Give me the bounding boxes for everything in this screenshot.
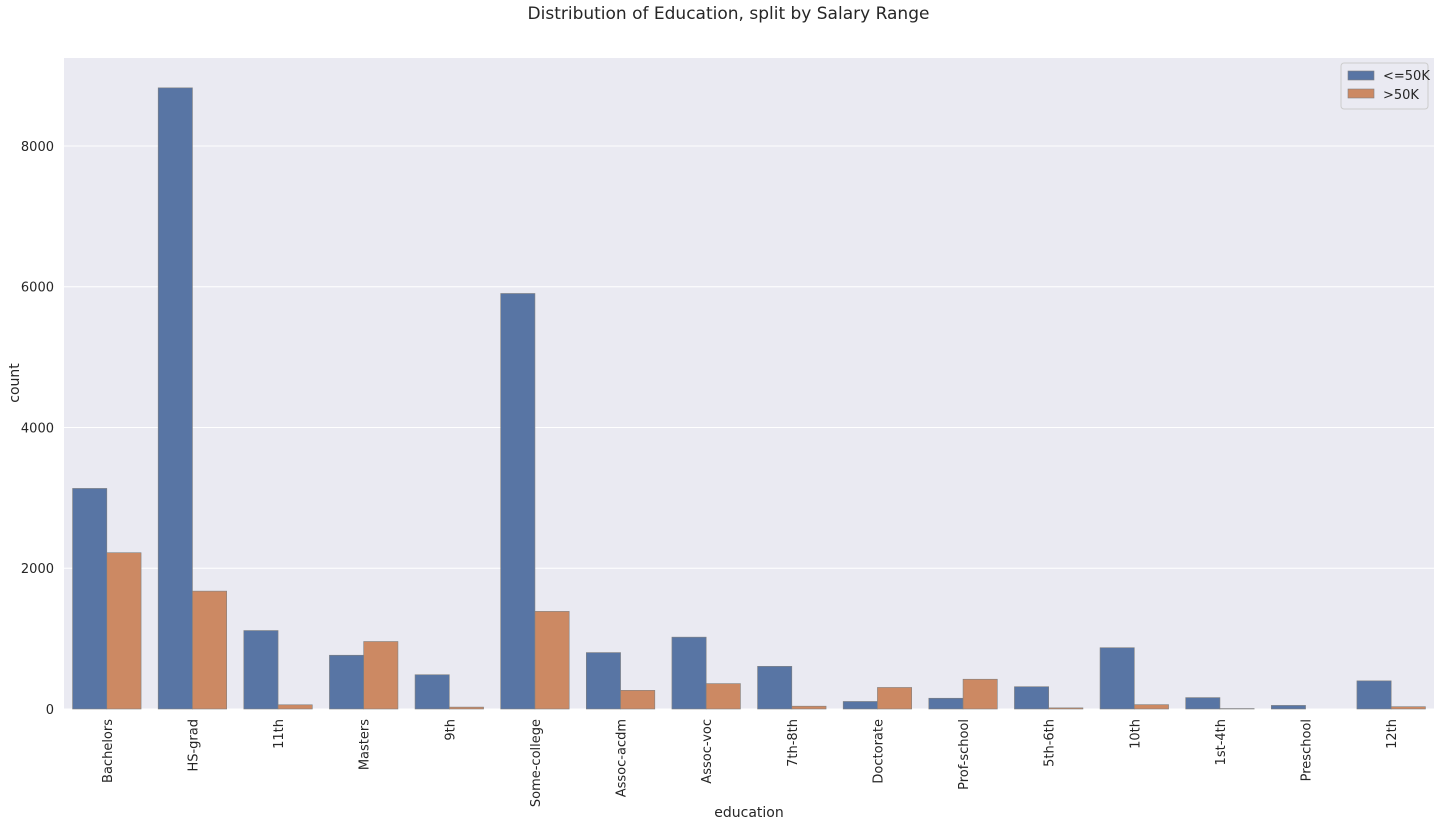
bar-gt50k-some-college	[534, 611, 570, 710]
bar-gt50k-hs-grad	[192, 590, 227, 710]
legend-swatch-gt50k	[1347, 88, 1375, 99]
x-axis-label: education	[714, 805, 783, 821]
x-tick-label-masters: Masters	[358, 719, 373, 770]
bar-le50k-assoc-voc	[671, 636, 707, 710]
y-tick-label: 8000	[21, 140, 54, 155]
bar-gt50k-masters	[363, 641, 399, 710]
x-tick-label-hs-grad: HS-grad	[186, 719, 201, 772]
x-tick-label-10th: 10th	[1128, 719, 1143, 749]
bar-le50k-doctorate	[842, 701, 878, 710]
x-tick-label-some-college: Some-college	[529, 719, 544, 807]
bar-gt50k-prof-school	[962, 678, 998, 710]
legend-label-gt50k: >50K	[1383, 88, 1419, 103]
bar-gt50k-9th	[449, 706, 484, 710]
y-axis-label: count	[7, 363, 23, 403]
bar-le50k-some-college	[500, 293, 536, 710]
bar-le50k-5th-6th	[1014, 686, 1049, 710]
chart-title: Distribution of Education, split by Sala…	[527, 4, 930, 24]
bar-le50k-9th	[414, 674, 450, 710]
legend: <=50K >50K	[1340, 62, 1430, 110]
bar-gt50k-doctorate	[877, 687, 912, 710]
bar-le50k-assoc-acdm	[586, 652, 621, 710]
x-tick-label-1st-4th: 1st-4th	[1214, 719, 1229, 765]
bar-gt50k-bachelors	[106, 552, 142, 710]
legend-swatch-le50k	[1347, 70, 1375, 81]
bar-gt50k-assoc-acdm	[620, 690, 656, 710]
x-tick-label-bachelors: Bachelors	[101, 719, 116, 783]
y-tick-label: 2000	[21, 562, 54, 577]
x-tick-label-assoc-acdm: Assoc-acdm	[615, 719, 630, 797]
plot-background	[64, 58, 1434, 709]
legend-label-le50k: <=50K	[1383, 69, 1430, 84]
bar-le50k-preschool	[1271, 705, 1306, 710]
bar-le50k-11th	[243, 630, 279, 710]
bar-gt50k-12th	[1390, 706, 1426, 710]
x-tick-label-12th: 12th	[1385, 719, 1400, 749]
bars	[72, 87, 1426, 710]
bar-gt50k-assoc-voc	[705, 683, 741, 710]
x-tick-label-11th: 11th	[272, 719, 287, 749]
x-tick-label-prof-school: Prof-school	[957, 719, 972, 790]
bar-gt50k-7th-8th	[791, 705, 827, 710]
bar-le50k-7th-8th	[757, 666, 793, 710]
bar-le50k-masters	[329, 654, 364, 710]
bar-gt50k-11th	[277, 704, 313, 710]
bar-le50k-prof-school	[928, 697, 964, 710]
bar-gt50k-5th-6th	[1048, 707, 1084, 710]
bar-le50k-hs-grad	[157, 87, 193, 710]
bar-le50k-bachelors	[72, 488, 108, 710]
x-tick-label-5th-6th: 5th-6th	[1043, 719, 1058, 767]
y-tick-label: 6000	[21, 281, 54, 296]
bar-gt50k-10th	[1134, 704, 1169, 710]
x-tick-labels: Bachelors HS-grad 11th Masters 9th Some-colle…	[101, 719, 1400, 807]
x-tick-label-9th: 9th	[443, 719, 458, 741]
x-tick-label-assoc-voc: Assoc-voc	[700, 719, 715, 784]
bar-le50k-1st-4th	[1185, 697, 1221, 710]
y-tick-label: 0	[46, 703, 54, 718]
x-tick-label-doctorate: Doctorate	[871, 719, 886, 784]
y-tick-labels: 0 2000 4000 6000 8000	[21, 140, 54, 718]
x-tick-label-preschool: Preschool	[1300, 719, 1315, 781]
bar-le50k-10th	[1099, 647, 1135, 710]
bar-le50k-12th	[1356, 680, 1392, 710]
x-tick-label-7th-8th: 7th-8th	[786, 719, 801, 767]
y-tick-label: 4000	[21, 421, 54, 436]
